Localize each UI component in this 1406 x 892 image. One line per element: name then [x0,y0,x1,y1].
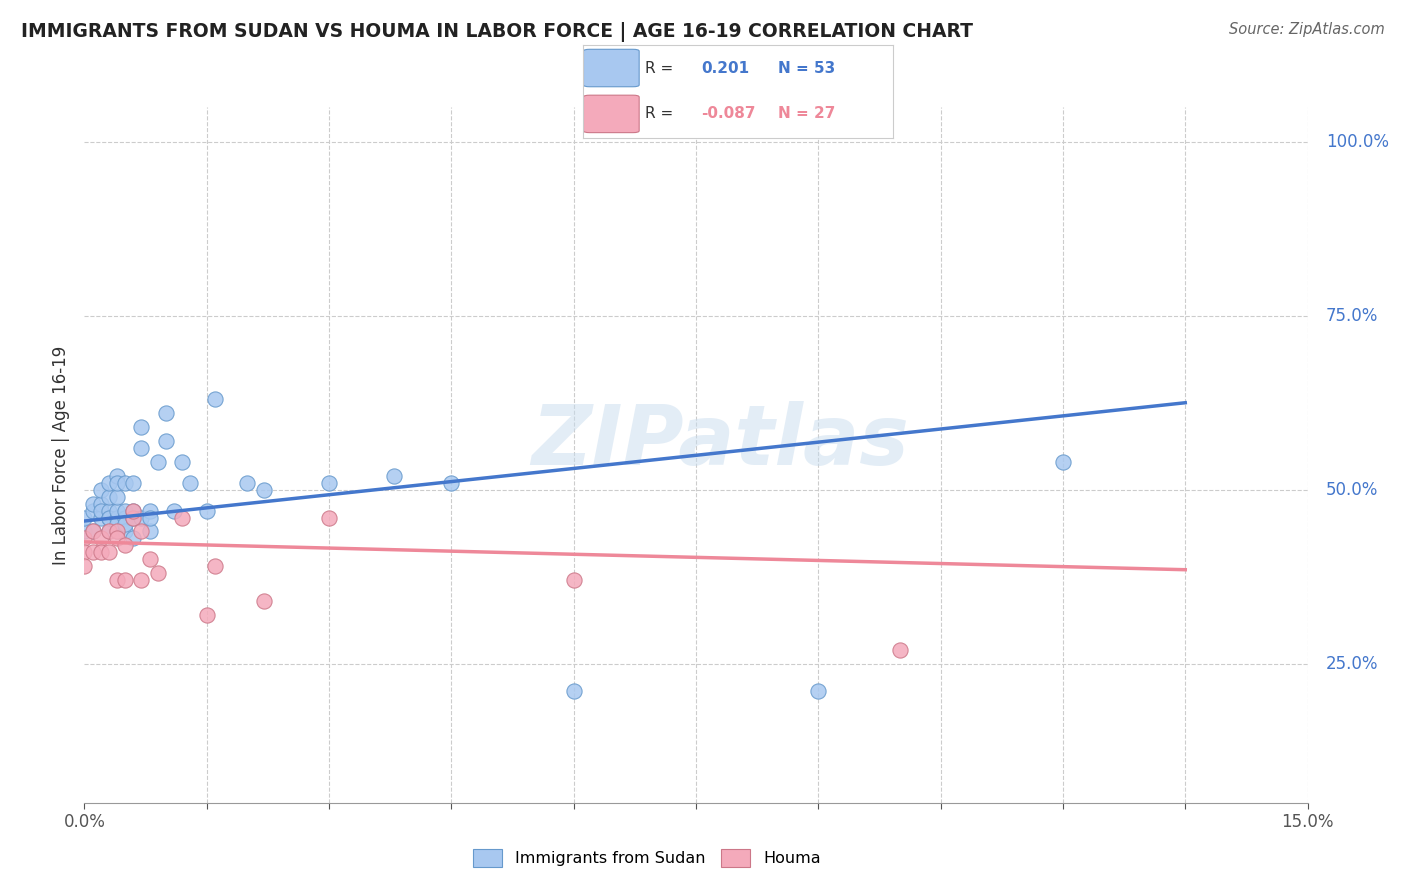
Point [179,475,201,490]
Point [204,559,226,574]
Point [90,497,112,511]
Point [90,545,112,559]
Point [97,524,120,539]
Point [204,392,226,407]
Point [97,510,120,524]
Point [122,510,145,524]
Point [82,524,104,539]
Text: 0.201: 0.201 [702,61,749,76]
Point [82,497,104,511]
Point [90,510,112,524]
Point [138,503,160,517]
Point [105,503,128,517]
Point [73,532,96,546]
Point [114,510,136,524]
Point [105,573,128,587]
Point [97,490,120,504]
FancyBboxPatch shape [583,95,640,133]
Point [236,475,259,490]
Point [105,524,128,539]
Point [97,503,120,517]
Point [122,503,145,517]
Point [90,503,112,517]
Point [114,517,136,532]
Text: 50.0%: 50.0% [1326,481,1378,499]
Point [105,510,128,524]
Point [195,607,218,622]
Text: IMMIGRANTS FROM SUDAN VS HOUMA IN LABOR FORCE | AGE 16-19 CORRELATION CHART: IMMIGRANTS FROM SUDAN VS HOUMA IN LABOR … [21,22,973,42]
Point [114,524,136,539]
Point [131,441,153,455]
Point [138,552,160,566]
Text: N = 27: N = 27 [779,106,835,121]
Point [172,510,194,524]
Text: N = 53: N = 53 [779,61,835,76]
Point [73,524,96,539]
Point [146,455,169,469]
Point [73,559,96,574]
Text: R =: R = [645,106,679,121]
Point [105,468,128,483]
Point [155,434,177,448]
Point [253,483,276,497]
Point [440,475,463,490]
Point [318,510,340,524]
Point [97,475,120,490]
Point [131,524,153,539]
Text: 75.0%: 75.0% [1326,307,1378,325]
Legend: Immigrants from Sudan, Houma: Immigrants from Sudan, Houma [465,841,828,875]
Point [105,517,128,532]
Point [163,503,186,517]
Point [122,510,145,524]
Point [114,573,136,587]
Text: 25.0%: 25.0% [1326,655,1378,673]
Point [97,524,120,539]
FancyBboxPatch shape [583,49,640,87]
Point [73,545,96,559]
Point [114,538,136,552]
Point [90,532,112,546]
Y-axis label: In Labor Force | Age 16-19: In Labor Force | Age 16-19 [52,345,70,565]
Point [382,468,405,483]
Point [318,475,340,490]
Point [155,406,177,420]
Point [131,573,153,587]
Text: ZIPatlas: ZIPatlas [531,401,910,482]
Point [138,510,160,524]
Point [114,503,136,517]
Point [73,510,96,524]
Point [82,524,104,539]
Point [97,510,120,524]
Text: R =: R = [645,61,679,76]
Point [105,490,128,504]
Point [122,475,145,490]
Point [172,455,194,469]
Point [1052,455,1074,469]
Text: -0.087: -0.087 [702,106,755,121]
Point [562,573,585,587]
Point [131,510,153,524]
Point [195,503,218,517]
Point [82,503,104,517]
Point [138,524,160,539]
Point [807,684,830,698]
Point [97,545,120,559]
Text: 100.0%: 100.0% [1326,133,1389,151]
Point [82,545,104,559]
Point [889,642,911,657]
Point [562,684,585,698]
Point [122,532,145,546]
Point [105,475,128,490]
Point [146,566,169,581]
Point [122,503,145,517]
Point [90,483,112,497]
Point [131,420,153,434]
Point [253,594,276,608]
Text: Source: ZipAtlas.com: Source: ZipAtlas.com [1229,22,1385,37]
Point [105,524,128,539]
Point [105,532,128,546]
Point [114,475,136,490]
